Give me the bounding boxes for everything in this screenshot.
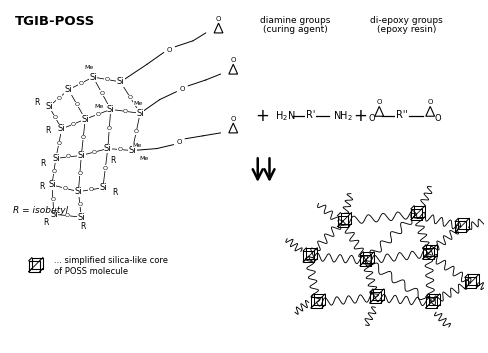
Text: R: R (112, 188, 117, 197)
Text: O: O (127, 95, 133, 100)
Text: O: O (66, 154, 71, 160)
Text: O: O (74, 102, 79, 107)
Text: O: O (92, 150, 97, 155)
Text: Si: Si (104, 144, 111, 153)
Text: O: O (376, 99, 381, 105)
Text: Si: Si (75, 187, 82, 196)
Text: O: O (56, 141, 61, 146)
Text: of POSS molecule: of POSS molecule (54, 267, 128, 276)
Text: Si: Si (50, 210, 58, 219)
Text: Si: Si (89, 72, 97, 82)
Text: O: O (427, 99, 432, 105)
Text: R = isobutyl: R = isobutyl (13, 207, 68, 215)
Text: R: R (43, 217, 49, 227)
Text: O: O (88, 187, 93, 192)
Text: Me: Me (84, 65, 94, 70)
Text: O: O (77, 202, 82, 207)
Text: R: R (45, 126, 51, 136)
Text: O: O (53, 115, 58, 120)
Text: Me: Me (139, 156, 148, 161)
Text: Me: Me (133, 101, 142, 106)
Text: di-epoxy groups: di-epoxy groups (369, 16, 442, 25)
Text: O: O (106, 126, 112, 131)
Text: O: O (122, 109, 128, 114)
Text: (curing agent): (curing agent) (262, 25, 326, 34)
Text: Si: Si (117, 77, 124, 86)
Text: O: O (65, 213, 70, 218)
Text: O: O (166, 47, 172, 53)
Text: Me: Me (94, 104, 103, 109)
Text: ... simplified silica-like core: ... simplified silica-like core (54, 256, 167, 265)
Text: Si: Si (107, 105, 114, 114)
Text: Me: Me (132, 143, 142, 148)
Text: TGIB-POSS: TGIB-POSS (15, 15, 95, 28)
Text: O: O (230, 57, 235, 63)
Text: O: O (95, 112, 101, 117)
Text: Si: Si (78, 213, 85, 222)
Text: R: R (110, 156, 115, 165)
Text: O: O (81, 135, 85, 140)
Text: O: O (50, 197, 55, 202)
Text: Si: Si (52, 154, 60, 163)
Text: +: + (353, 107, 367, 125)
Text: O: O (176, 139, 182, 145)
Text: O: O (104, 77, 109, 82)
Text: O: O (56, 96, 61, 101)
Text: O: O (434, 114, 441, 123)
Text: O: O (179, 86, 184, 92)
Text: O: O (215, 16, 221, 22)
Text: NH$_2$: NH$_2$ (332, 109, 352, 123)
Text: R: R (81, 222, 86, 232)
Text: Si: Si (45, 102, 53, 111)
Text: R: R (40, 182, 45, 191)
Text: Si: Si (136, 109, 143, 118)
Text: diamine groups: diamine groups (259, 16, 329, 25)
Text: O: O (133, 130, 139, 134)
Text: Si: Si (99, 183, 106, 192)
Text: O: O (62, 186, 67, 191)
Text: O: O (102, 166, 108, 170)
Text: +: + (255, 107, 269, 125)
Text: Si: Si (128, 146, 136, 155)
Text: O: O (71, 121, 76, 127)
Text: H$_2$N: H$_2$N (275, 109, 295, 123)
Text: O: O (117, 147, 122, 152)
Text: Si: Si (81, 115, 89, 124)
Text: Si: Si (58, 125, 65, 133)
Text: R'': R'' (395, 110, 407, 120)
Text: O: O (367, 114, 374, 123)
Text: R: R (35, 98, 40, 107)
Text: R': R' (305, 110, 315, 120)
Text: O: O (99, 91, 104, 96)
Text: O: O (51, 169, 56, 174)
Text: Si: Si (78, 151, 85, 160)
Text: R: R (41, 159, 46, 168)
Text: O: O (230, 116, 235, 122)
Text: Si: Si (48, 180, 56, 189)
Text: O: O (78, 81, 83, 86)
Text: Si: Si (64, 85, 72, 94)
Text: (epoxy resin): (epoxy resin) (376, 25, 435, 34)
Text: O: O (77, 171, 82, 176)
